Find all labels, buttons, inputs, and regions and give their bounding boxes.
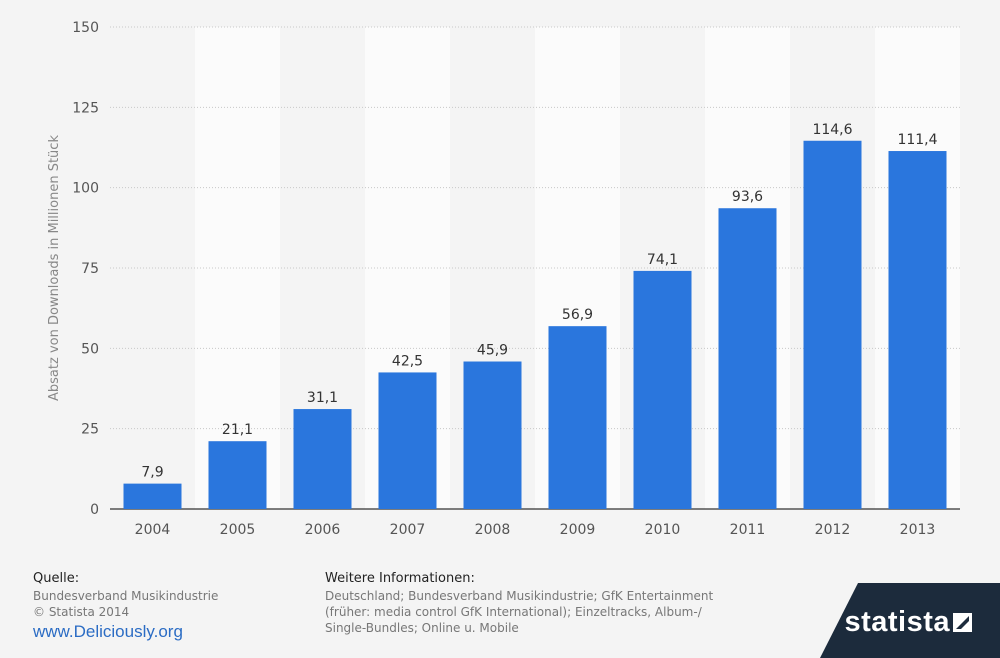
data-label: 56,9 — [562, 307, 593, 323]
data-label: 74,1 — [647, 252, 678, 268]
bar — [888, 151, 947, 509]
x-tick-label: 2006 — [305, 522, 341, 538]
x-tick-label: 2013 — [900, 522, 936, 538]
x-tick-label: 2007 — [390, 522, 426, 538]
x-tick-label: 2005 — [220, 522, 256, 538]
website-link[interactable]: www.Deliciously.org — [33, 622, 183, 641]
data-label: 7,9 — [141, 465, 163, 481]
info-line: (früher: media control GfK International… — [325, 605, 702, 619]
data-label: 31,1 — [307, 390, 338, 406]
data-label: 45,9 — [477, 343, 508, 359]
brand-name: statista — [844, 606, 950, 638]
bar-chart: 0 25 50 75 100 125 150 2004 2005 2006 2007 2008 200… — [47, 20, 960, 538]
x-tick-label: 2008 — [475, 522, 511, 538]
data-label: 42,5 — [392, 353, 423, 369]
y-tick-label: 75 — [81, 261, 99, 277]
y-tick-label: 50 — [81, 341, 99, 357]
x-tick-label: 2004 — [135, 522, 171, 538]
x-tick-label: 2009 — [560, 522, 596, 538]
chart-area: 0 25 50 75 100 125 150 2004 2005 2006 2007 2008 200… — [47, 20, 960, 538]
bar — [208, 441, 267, 509]
data-label: 111,4 — [897, 132, 937, 148]
bar — [718, 208, 777, 509]
copyright-line: © Statista 2014 — [33, 605, 130, 619]
bar — [548, 326, 607, 509]
x-tick-label: 2010 — [645, 522, 681, 538]
data-label: 93,6 — [732, 189, 763, 205]
y-tick-label: 25 — [81, 422, 99, 438]
source-heading: Quelle: — [33, 571, 80, 586]
y-tick-label: 100 — [72, 181, 99, 197]
data-label: 114,6 — [812, 122, 852, 138]
info-line: Single-Bundles; Online u. Mobile — [325, 621, 519, 635]
bar — [378, 372, 437, 509]
bar — [463, 361, 522, 509]
y-axis-title: Absatz von Downloads in Millionen Stück — [47, 135, 62, 401]
y-tick-label: 150 — [72, 20, 99, 36]
y-tick-label: 125 — [72, 100, 99, 116]
source-line: Bundesverband Musikindustrie — [33, 589, 219, 603]
y-tick-label: 0 — [90, 502, 99, 518]
bar — [123, 483, 182, 509]
x-tick-label: 2011 — [730, 522, 766, 538]
statista-logo-icon — [953, 613, 972, 632]
info-heading: Weitere Informationen: — [325, 571, 475, 586]
data-label: 21,1 — [222, 422, 253, 438]
info-line: Deutschland; Bundesverband Musikindustri… — [325, 589, 714, 603]
brand-background — [820, 583, 1000, 658]
bar — [293, 409, 352, 509]
footer: Quelle: Bundesverband Musikindustrie © S… — [0, 560, 1000, 658]
x-tick-label: 2012 — [815, 522, 851, 538]
bar — [803, 140, 862, 509]
bar — [633, 270, 692, 509]
statista-brand-badge[interactable]: statista — [820, 583, 1000, 658]
